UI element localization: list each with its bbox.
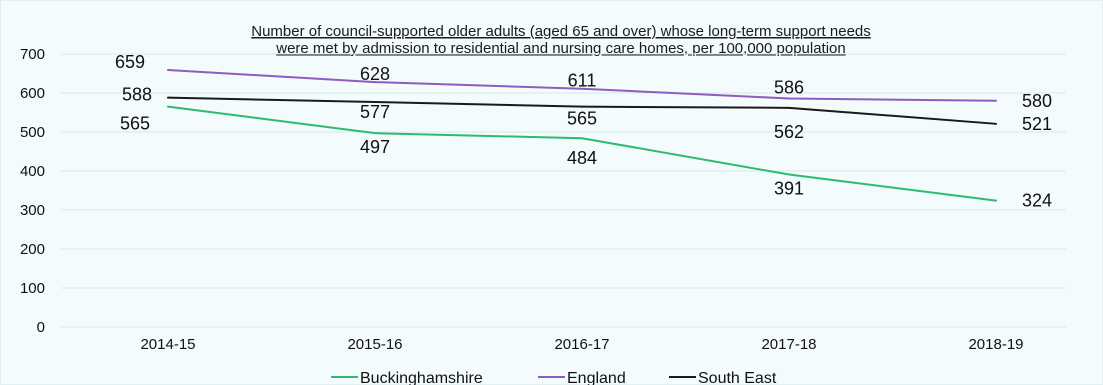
data-point [788, 173, 790, 176]
data-point [788, 107, 790, 109]
data-label: 588 [122, 85, 152, 105]
series-lines [167, 68, 997, 202]
legend-label: South East [698, 370, 777, 385]
x-tick-label: 2018-19 [968, 336, 1023, 353]
data-label: 577 [360, 102, 390, 122]
data-label: 611 [568, 71, 597, 91]
data-labels: 565 497 484 391 324 659 628 611 586 580 588 577 565 5… [115, 52, 1052, 211]
y-tick-label: 600 [20, 85, 45, 102]
data-label: 628 [360, 64, 390, 84]
legend-label: Buckinghamshire [360, 370, 483, 385]
data-point [581, 87, 583, 90]
data-label: 484 [567, 148, 597, 168]
x-tick-label: 2014-15 [140, 336, 195, 353]
y-tick-label: 200 [20, 241, 45, 258]
y-tick-label: 100 [20, 280, 45, 297]
data-label: 562 [774, 122, 804, 142]
data-label: 659 [115, 52, 145, 72]
data-label: 565 [120, 114, 150, 134]
data-label: 497 [360, 137, 390, 157]
data-point [374, 101, 376, 103]
data-point [374, 132, 376, 134]
data-point [995, 199, 997, 202]
data-point [581, 137, 583, 140]
data-label: 565 [567, 109, 597, 129]
data-point [167, 105, 169, 108]
chart-title-line-1: Number of council-supported older adults… [251, 23, 871, 40]
data-label: 586 [774, 77, 804, 97]
data-point [995, 123, 997, 125]
legend-label: England [567, 370, 626, 385]
legend: Buckinghamshire England South East [331, 370, 777, 385]
data-label: 391 [774, 179, 804, 199]
chart-title: Number of council-supported older adults… [251, 23, 871, 57]
data-point [788, 97, 790, 100]
y-tick-label: 400 [20, 163, 45, 180]
x-tick-label: 2016-17 [554, 336, 609, 353]
x-tick-label: 2015-16 [347, 336, 402, 353]
y-tick-label: 0 [37, 319, 45, 336]
data-point [167, 96, 169, 99]
y-tick-label: 300 [20, 202, 45, 219]
data-point [995, 100, 997, 102]
y-tick-label: 700 [20, 46, 45, 63]
data-point [167, 69, 169, 71]
data-point [374, 81, 376, 83]
data-label: 521 [1022, 114, 1052, 134]
data-label: 580 [1022, 91, 1052, 111]
gridlines [61, 53, 1066, 328]
y-tick-label: 500 [20, 124, 45, 141]
chart-title-line-2: were met by admission to residential and… [275, 40, 846, 57]
axes: 0 100 200 300 400 500 600 700 2014-15 2015-16 2016… [20, 46, 1024, 353]
data-point [581, 105, 583, 108]
data-label: 324 [1022, 191, 1052, 211]
x-tick-label: 2017-18 [761, 336, 816, 353]
